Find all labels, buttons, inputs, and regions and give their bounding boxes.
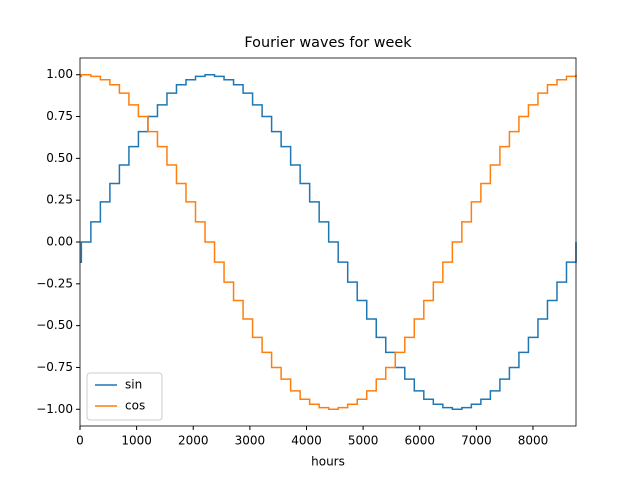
- x-tick-label: 0: [76, 434, 84, 448]
- x-tick-label: 8000: [518, 434, 549, 448]
- x-tick-label: 6000: [404, 434, 435, 448]
- y-tick-label: 0.00: [46, 235, 73, 249]
- y-tick-label: −0.50: [36, 318, 73, 332]
- y-tick-label: −0.75: [36, 360, 73, 374]
- y-tick-label: 0.75: [46, 109, 73, 123]
- y-tick-label: 0.25: [46, 193, 73, 207]
- y-tick-label: 1.00: [46, 67, 73, 81]
- x-tick-label: 5000: [348, 434, 379, 448]
- x-tick-label: 7000: [461, 434, 492, 448]
- x-tick-label: 1000: [121, 434, 152, 448]
- y-tick-label: −0.25: [36, 276, 73, 290]
- x-tick-label: 2000: [178, 434, 209, 448]
- x-axis-label: hours: [311, 455, 345, 469]
- legend-label: cos: [125, 399, 145, 413]
- y-tick-label: 0.50: [46, 151, 73, 165]
- series-line: [80, 73, 577, 411]
- legend-label: sin: [125, 378, 142, 392]
- x-tick-label: 4000: [291, 434, 322, 448]
- y-tick-label: −1.00: [36, 402, 73, 416]
- plot-frame: [79, 57, 577, 427]
- chart-title: Fourier waves for week: [244, 35, 412, 51]
- x-tick-label: 3000: [235, 434, 266, 448]
- series-line: [80, 73, 577, 411]
